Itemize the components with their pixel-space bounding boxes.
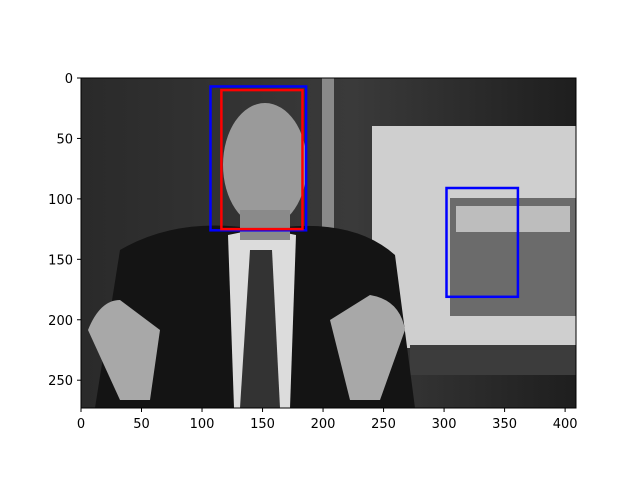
x-tick-label: 200	[311, 417, 336, 432]
y-tick-label: 250	[48, 374, 73, 389]
y-tick-label: 0	[65, 72, 73, 87]
photo	[81, 78, 576, 408]
axes-frame	[80, 77, 577, 409]
bounding-box	[445, 186, 520, 299]
x-tick-label: 50	[133, 417, 150, 432]
y-tick-label: 100	[48, 193, 73, 208]
x-tick-label: 350	[492, 417, 517, 432]
x-tick-label: 100	[190, 417, 215, 432]
y-tick-label: 150	[48, 253, 73, 268]
x-tick-label: 300	[432, 417, 457, 432]
x-tick-label: 0	[77, 417, 85, 432]
y-tick-label: 50	[56, 132, 73, 147]
y-tick-label: 200	[48, 314, 73, 329]
x-tick-label: 150	[250, 417, 275, 432]
x-tick-label: 400	[553, 417, 578, 432]
x-tick-label: 250	[371, 417, 396, 432]
bounding-box	[220, 88, 304, 231]
